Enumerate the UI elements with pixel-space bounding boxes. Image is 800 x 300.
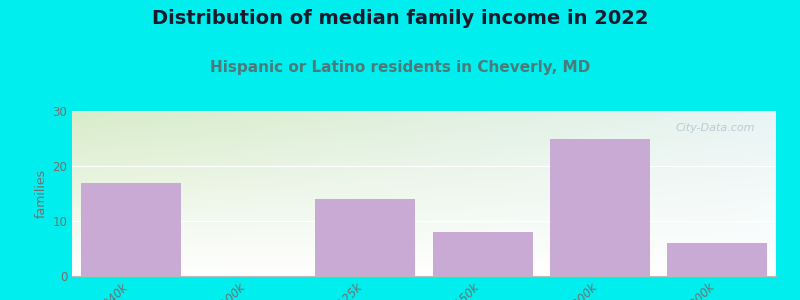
Y-axis label: families: families (35, 169, 48, 218)
Text: Hispanic or Latino residents in Cheverly, MD: Hispanic or Latino residents in Cheverly… (210, 60, 590, 75)
Bar (433, 232, 533, 276)
Bar (315, 199, 415, 276)
Bar (81, 182, 181, 276)
Bar (667, 243, 767, 276)
Bar (550, 139, 650, 276)
Text: City-Data.com: City-Data.com (675, 122, 755, 133)
Text: Distribution of median family income in 2022: Distribution of median family income in … (152, 9, 648, 28)
